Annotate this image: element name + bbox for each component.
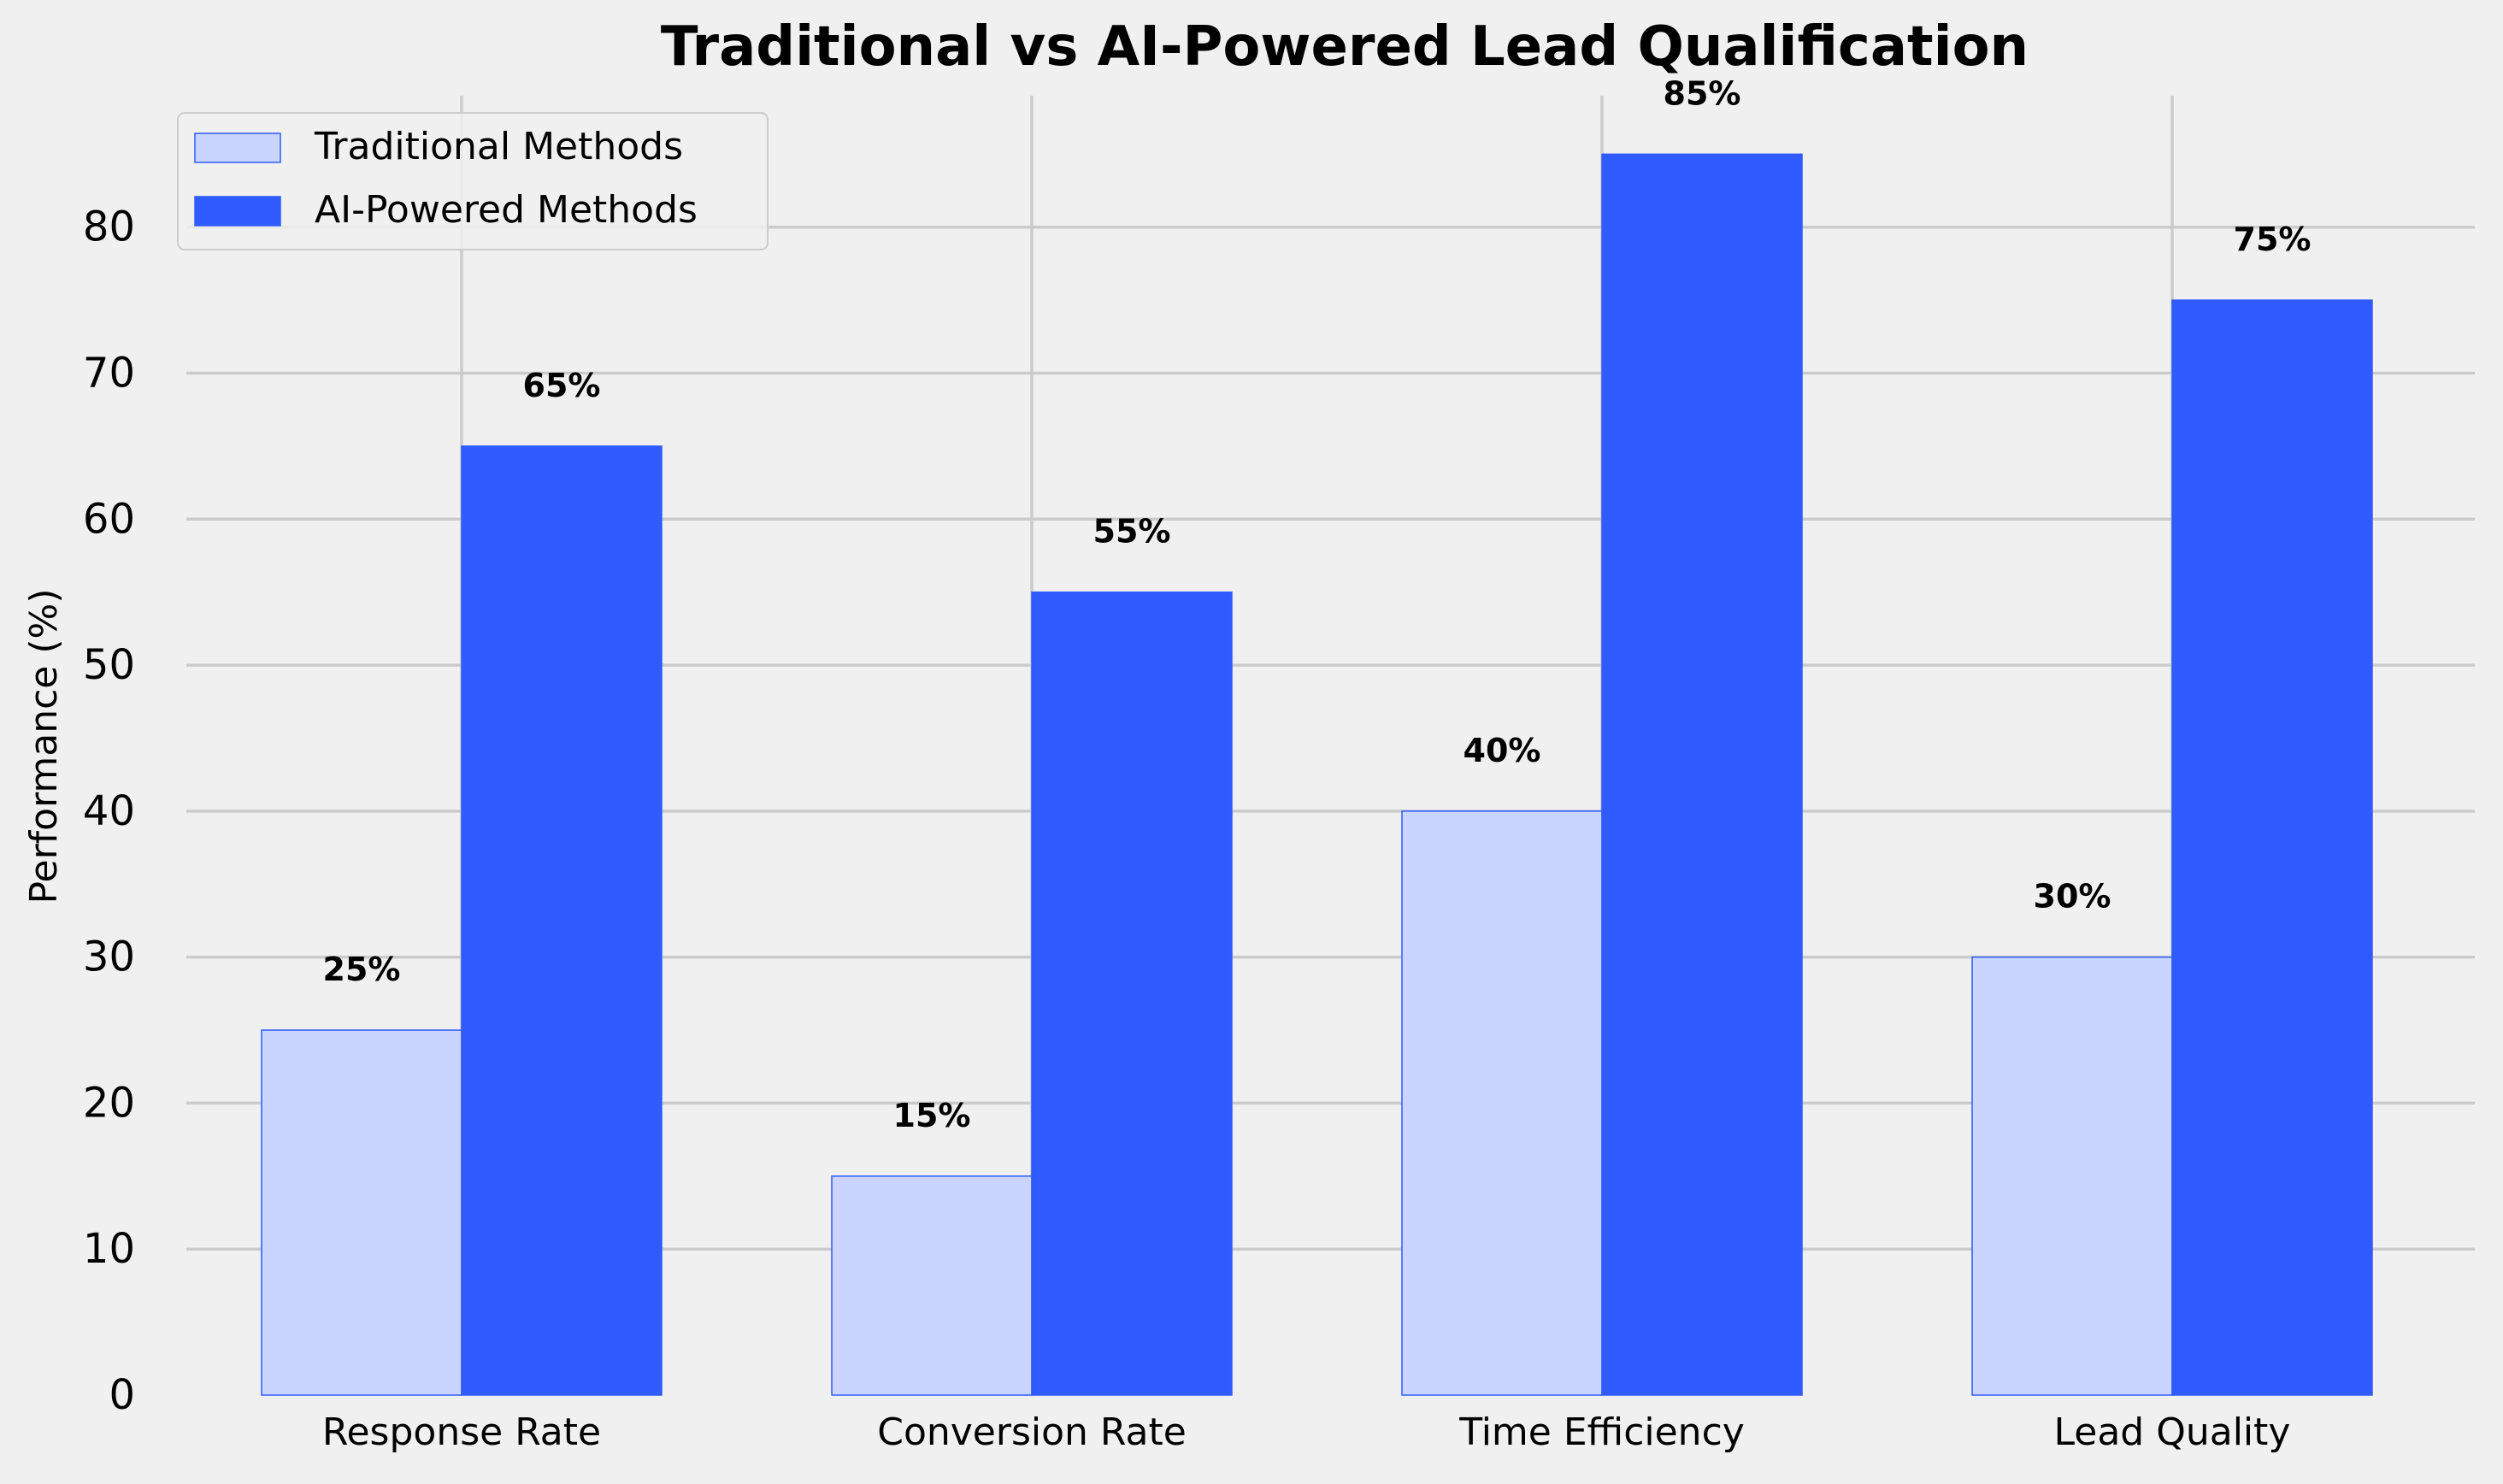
y-tick-label: 20 <box>83 1079 135 1127</box>
bar-value-label: 30% <box>2034 878 2111 916</box>
bar-value-label: 55% <box>1093 513 1171 551</box>
legend-swatch <box>194 196 281 227</box>
y-tick-label: 0 <box>109 1371 135 1419</box>
bar-value-label: 25% <box>323 951 401 988</box>
axes: 0 10 20 30 40 50 60 70 80 Response Rate Conversion… <box>83 203 2291 1454</box>
bar-ai-powered <box>461 445 663 1396</box>
bar-ai-powered <box>1601 153 1803 1396</box>
y-tick-label: 60 <box>83 495 135 543</box>
bar-ai-powered <box>2171 299 2373 1396</box>
y-tick-label: 30 <box>83 933 135 981</box>
legend-label: Traditional Methods <box>314 125 683 168</box>
bar-value-label: 75% <box>2234 221 2312 258</box>
value-labels: 25% 15% 40% 30% 65% 55% 85% 75% <box>323 74 2312 1134</box>
legend: Traditional Methods AI-Powered Methods <box>177 112 769 250</box>
bars <box>261 153 2373 1396</box>
y-tick-label: 50 <box>83 641 135 689</box>
bar-value-label: 40% <box>1464 732 1541 769</box>
x-tick-label: Time Efficiency <box>1458 1410 1745 1454</box>
x-tick-label: Conversion Rate <box>877 1410 1187 1454</box>
bar-traditional <box>261 1029 462 1396</box>
chart-title: Traditional vs AI-Powered Lead Qualifica… <box>661 15 2029 79</box>
bar-value-label: 15% <box>893 1097 971 1134</box>
bar-value-label: 65% <box>523 367 601 404</box>
x-tick-label: Response Rate <box>322 1410 601 1454</box>
bar-ai-powered <box>1031 591 1233 1396</box>
y-axis-label: Performance (%) <box>22 589 66 904</box>
bar-traditional <box>831 1175 1033 1396</box>
legend-label: AI-Powered Methods <box>315 188 698 232</box>
y-tick-label: 40 <box>83 787 135 835</box>
legend-swatch <box>194 132 281 163</box>
x-tick-label: Lead Quality <box>2054 1410 2291 1454</box>
y-tick-label: 10 <box>83 1225 135 1273</box>
bar-traditional <box>1971 956 2173 1396</box>
y-tick-label: 70 <box>83 349 135 397</box>
bar-value-label: 85% <box>1664 74 1741 112</box>
legend-box <box>177 112 769 250</box>
y-tick-label: 80 <box>83 203 135 251</box>
bar-traditional <box>1401 810 1603 1396</box>
